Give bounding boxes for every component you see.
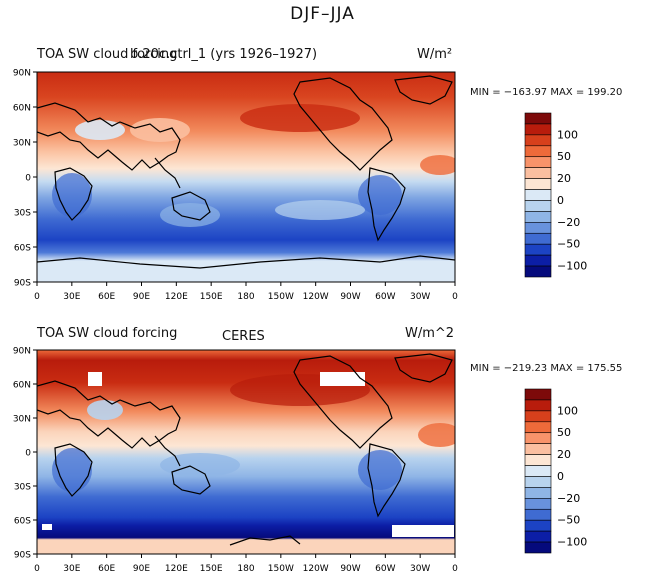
colorbar-swatch [524,399,552,412]
colorbar-swatch [524,541,552,554]
lon-tick-label: 90W [340,564,360,574]
colorbar-swatch [524,432,552,444]
lon-tick-label: 30E [63,292,80,302]
colorbar-label: −100 [557,260,587,273]
lat-tick-label: 0 [25,174,31,184]
lon-tick-label: 90E [133,292,150,302]
panel1-min-max: MIN = −163.97 MAX = 199.20 [470,87,623,98]
colorbar-swatch [524,388,552,401]
colorbar-swatch [524,530,552,543]
colorbar-swatch [524,508,552,521]
colorbar-swatch [524,243,552,256]
panel1-units: W/m² [417,47,453,62]
lon-tick-label: 0 [34,564,40,574]
colorbar-swatch [524,487,552,499]
panel2-coastlines [37,353,453,546]
lon-tick-label: 60E [98,292,115,302]
lon-tick-label: 120W [303,292,329,302]
colorbar-swatch [524,265,552,278]
colorbar-label: 50 [557,426,571,439]
panel1-coastlines [37,75,455,269]
lat-tick-label: 60N [13,381,31,391]
colorbar-swatch [524,454,552,466]
colorbar-swatch [524,254,552,267]
colorbar-swatch [524,189,552,201]
lon-tick-label: 150E [200,564,223,574]
panel1-center-title: b.20c.ctrl_1 (yrs 1926–1927) [130,47,318,62]
lat-tick-label: 0 [25,449,31,459]
colorbar-label: 100 [557,404,578,417]
colorbar-swatch [524,156,552,168]
colorbar-swatch [524,178,552,190]
lon-tick-label: 0 [452,292,458,302]
colorbar-swatch [524,211,552,223]
lat-tick-label: 60S [14,244,31,254]
colorbar-label: 20 [557,172,571,185]
lat-tick-label: 30S [14,483,31,493]
lon-tick-label: 90E [133,564,150,574]
lon-tick-label: 0 [452,564,458,574]
lon-tick-label: 90W [340,292,360,302]
lat-tick-label: 30N [13,415,31,425]
colorbar-swatch [524,410,552,423]
figure-title: DJF–JJA [290,4,355,24]
lat-tick-label: 90N [13,69,31,79]
colorbar-swatch [524,200,552,212]
lon-tick-label: 30E [63,564,80,574]
colorbar-swatch [524,222,552,234]
lon-tick-label: 120E [165,292,188,302]
colorbar-swatch [524,112,552,125]
colorbar-label: −50 [557,238,580,251]
colorbar-swatch [524,498,552,510]
lat-tick-label: 30N [13,139,31,149]
colorbar-swatch [524,443,552,455]
colorbar-label: 0 [557,470,564,483]
panel2-left-title: TOA SW cloud forcing [37,326,178,341]
panel1-left-title: TOA SW cloud forcing [37,47,178,62]
colorbar-swatch [524,421,552,434]
lat-tick-label: 60N [13,104,31,114]
lon-tick-label: 30W [410,564,430,574]
lat-tick-label: 30S [14,209,31,219]
colorbar-label: −20 [557,216,580,229]
lon-tick-label: 30W [410,292,430,302]
colorbar-swatch [524,476,552,488]
colorbar-swatch [524,519,552,532]
lat-tick-label: 90S [14,551,31,561]
lon-tick-label: 180 [237,292,254,302]
lon-tick-label: 150W [268,564,294,574]
colorbar-label: 50 [557,150,571,163]
colorbar-swatch [524,232,552,245]
colorbar-swatch [524,465,552,477]
colorbar-label: 20 [557,448,571,461]
colorbar-swatch [524,167,552,179]
colorbar-swatch [524,145,552,158]
panel2-map [36,349,456,555]
colorbar-swatch [524,123,552,136]
panel1-map [36,71,456,283]
colorbar-swatch [524,134,552,147]
panel2-center-title: CERES [222,329,265,344]
colorbar-label: 100 [557,128,578,141]
panel2-units: W/m^2 [405,326,455,341]
colorbar-label: 0 [557,194,564,207]
colorbar-label: −100 [557,536,587,549]
lon-tick-label: 150W [268,292,294,302]
lat-tick-label: 90S [14,279,31,289]
lon-tick-label: 60E [98,564,115,574]
lon-tick-label: 120E [165,564,188,574]
lat-tick-label: 90N [13,347,31,357]
lon-tick-label: 120W [303,564,329,574]
panel2-min-max: MIN = −219.23 MAX = 175.55 [470,363,623,374]
lon-tick-label: 0 [34,292,40,302]
lon-tick-label: 60W [375,292,395,302]
lon-tick-label: 150E [200,292,223,302]
colorbar-label: −50 [557,514,580,527]
colorbar-label: −20 [557,492,580,505]
lon-tick-label: 180 [237,564,254,574]
lat-tick-label: 60S [14,517,31,527]
lon-tick-label: 60W [375,564,395,574]
